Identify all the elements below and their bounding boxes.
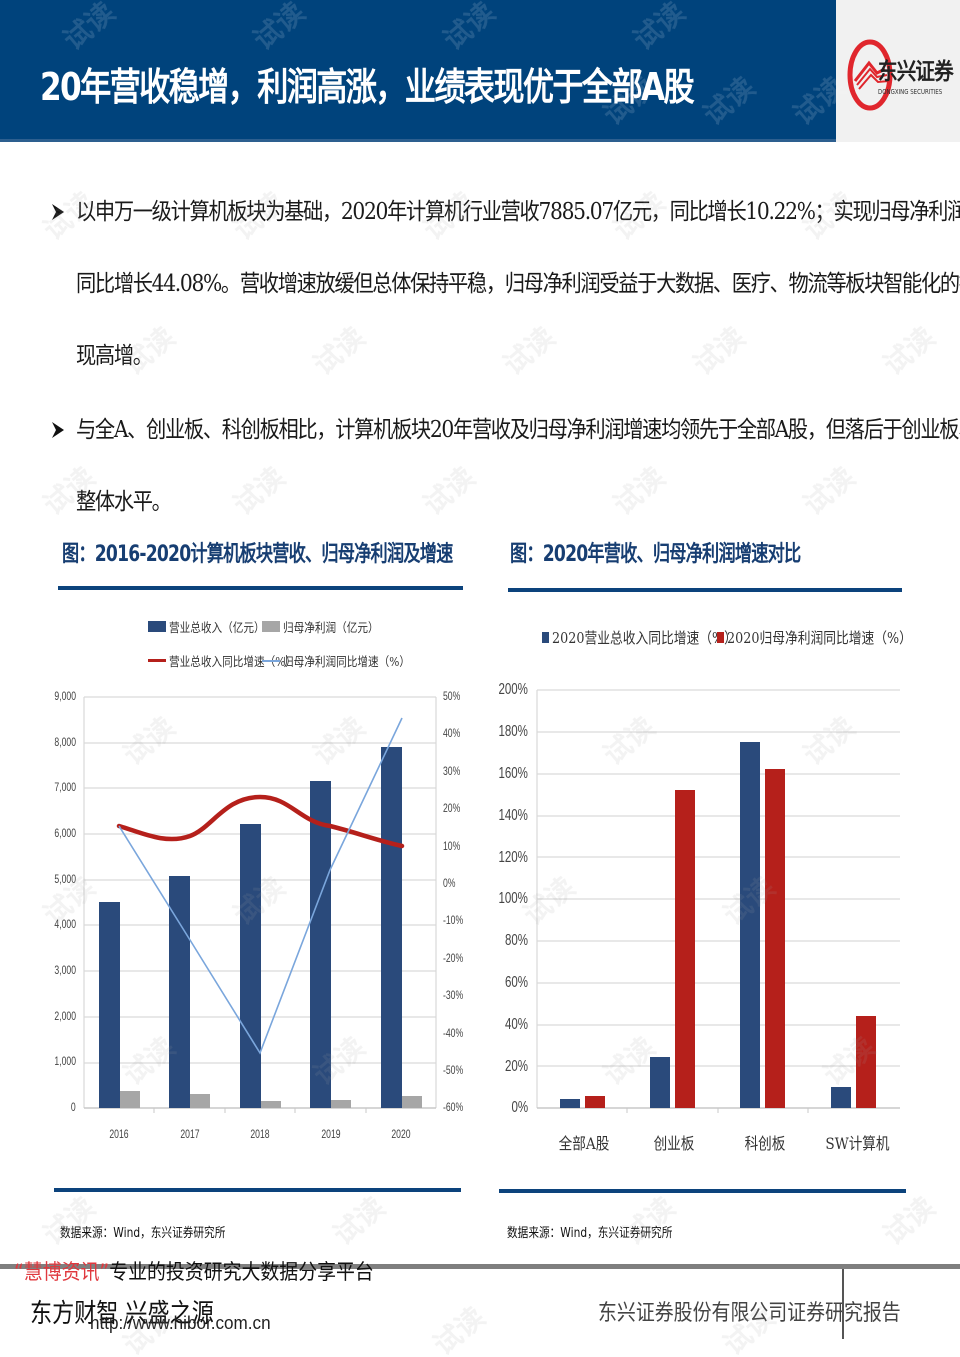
slogan-text: 专业的投资研究大数据分享平台 xyxy=(109,1260,374,1284)
y-tick: 100% xyxy=(498,890,528,907)
y-tick: 200% xyxy=(498,681,528,698)
footer-vertical-rule xyxy=(842,1269,844,1339)
legend-swatch-icon xyxy=(262,621,280,632)
figure-2-source: 数据来源：Wind，东兴证券研究所 xyxy=(507,1226,673,1241)
figure-1-bottom-rule xyxy=(54,1188,461,1192)
footer-motto: 东方财智 兴盛之源 xyxy=(30,1299,214,1329)
figure-2-bottom-rule xyxy=(499,1189,906,1193)
bullet-arrow-icon xyxy=(52,204,64,220)
revenue-growth-bars xyxy=(560,742,851,1108)
x-tick: 2016 xyxy=(109,1127,129,1141)
legend-line-icon xyxy=(148,659,166,662)
y2-tick: -50% xyxy=(443,1063,464,1077)
y2-tick: 50% xyxy=(443,689,461,703)
legend-line-icon xyxy=(262,659,280,662)
figure-1-source: 数据来源：Wind，东兴证券研究所 xyxy=(60,1226,226,1241)
revenue-bars xyxy=(99,747,402,1108)
y-tick: 8,000 xyxy=(54,735,76,749)
y-tick: 80% xyxy=(504,932,528,949)
figure-2-title: 图：2020年营收、归母净利润增速对比 xyxy=(510,542,801,567)
y2-tick: 40% xyxy=(443,726,461,740)
y2-tick: 20% xyxy=(443,801,461,815)
legend-item-profit-growth-2020: 2020归母净利润同比增速（%） xyxy=(717,627,944,648)
x-category: 全部A股 xyxy=(558,1134,610,1153)
header-band: 20年营收稳增，利润高涨，业绩表现优于全部A股 xyxy=(0,0,836,142)
x-tick: 2020 xyxy=(391,1127,411,1141)
legend-item-profit-growth: 归母净利润同比增速（%） xyxy=(262,651,432,670)
footer-divider xyxy=(0,1264,960,1269)
y2-tick: -20% xyxy=(443,951,464,965)
dongxing-logo-icon xyxy=(847,39,893,111)
y2-tick: -40% xyxy=(443,1026,464,1040)
y-tick: 5,000 xyxy=(54,872,76,886)
y-tick: 1,000 xyxy=(54,1054,76,1068)
y2-tick: -10% xyxy=(443,913,464,927)
footer-company: 东兴证券股份有限公司证券研究报告 xyxy=(598,1301,901,1326)
figure-1-top-rule xyxy=(58,586,463,590)
logo-name: 东兴证券 xyxy=(878,59,954,85)
x-category: 创业板 xyxy=(653,1134,695,1153)
legend-item-revenue-growth: 营业总收入同比增速（%） xyxy=(148,651,318,670)
legend-item-revenue: 营业总收入（亿元） xyxy=(148,617,282,636)
y-tick: 9,000 xyxy=(54,689,76,703)
y2-tick: -60% xyxy=(443,1100,464,1114)
y-tick: 140% xyxy=(498,807,528,824)
bullet-2-line-2: 整体水平。 xyxy=(76,489,172,515)
y-tick: 2,000 xyxy=(54,1009,76,1023)
bullet-paragraph-2: 与全A、创业板、科创板相比，计算机板块20年营收及归母净利润增速均领先于全部A股… xyxy=(48,394,960,538)
legend-item-profit: 归母净利润（亿元） xyxy=(262,617,396,636)
y-tick: 160% xyxy=(498,765,528,782)
bullet-1-line-2: 同比增长44.08%。营收增速放缓但总体保持平稳，归母净利润受益于大数据、医疗、… xyxy=(76,271,960,297)
figure-2-top-rule xyxy=(508,588,902,592)
y-tick: 0% xyxy=(511,1099,528,1116)
legend-swatch-icon xyxy=(717,632,724,643)
figure-1-title: 图：2016-2020计算机板块营收、归母净利润及增速 xyxy=(62,542,453,567)
logo-subtitle: DONGXING SECURITIES xyxy=(878,88,943,96)
bullet-paragraph-1: 以申万一级计算机板块为基础，2020年计算机行业营收7885.07亿元，同比增长… xyxy=(48,176,960,392)
slogan-brand: “慧博资讯” xyxy=(14,1260,110,1284)
bullet-1-line-1: 以申万一级计算机板块为基础，2020年计算机行业营收7885.07亿元，同比增长… xyxy=(76,199,960,225)
x-category: SW计算机 xyxy=(825,1134,890,1153)
x-tick: 2018 xyxy=(250,1127,270,1141)
x-tick: 2019 xyxy=(321,1127,341,1141)
legend-swatch-icon xyxy=(148,621,166,632)
y-tick: 0 xyxy=(71,1100,76,1114)
y-tick: 3,000 xyxy=(54,963,76,977)
y-tick: 6,000 xyxy=(54,826,76,840)
y2-tick: 30% xyxy=(443,764,461,778)
x-category: 科创板 xyxy=(744,1134,786,1153)
logo-panel xyxy=(836,0,960,142)
x-tick: 2017 xyxy=(180,1127,200,1141)
y-tick: 180% xyxy=(498,723,528,740)
profit-growth-line xyxy=(118,717,403,1055)
y-tick: 7,000 xyxy=(54,780,76,794)
y-tick: 120% xyxy=(498,849,528,866)
bullet-1-line-3: 现高增。 xyxy=(76,343,153,369)
footer-slogan: “慧博资讯”专业的投资研究大数据分享平台 xyxy=(14,1256,374,1286)
profit-growth-bars xyxy=(585,769,876,1108)
y-tick: 20% xyxy=(504,1058,528,1075)
legend-item-revenue-growth-2020: 2020营业总收入同比增速（%） xyxy=(542,627,769,648)
y-tick: 4,000 xyxy=(54,917,76,931)
y-tick: 60% xyxy=(504,974,528,991)
bullet-arrow-icon xyxy=(52,422,64,438)
y2-tick: 10% xyxy=(443,839,461,853)
y-tick: 40% xyxy=(504,1016,528,1033)
y2-tick: -30% xyxy=(443,988,464,1002)
footer-url-link[interactable]: http://www.hibor.com.cn xyxy=(90,1313,271,1333)
legend-swatch-icon xyxy=(542,632,549,643)
bullet-2-line-1: 与全A、创业板、科创板相比，计算机板块20年营收及归母净利润增速均领先于全部A股… xyxy=(76,417,960,443)
page-title: 20年营收稳增，利润高涨，业绩表现优于全部A股 xyxy=(40,65,695,109)
y2-tick: 0% xyxy=(443,876,456,890)
profit-bars xyxy=(120,1091,422,1108)
